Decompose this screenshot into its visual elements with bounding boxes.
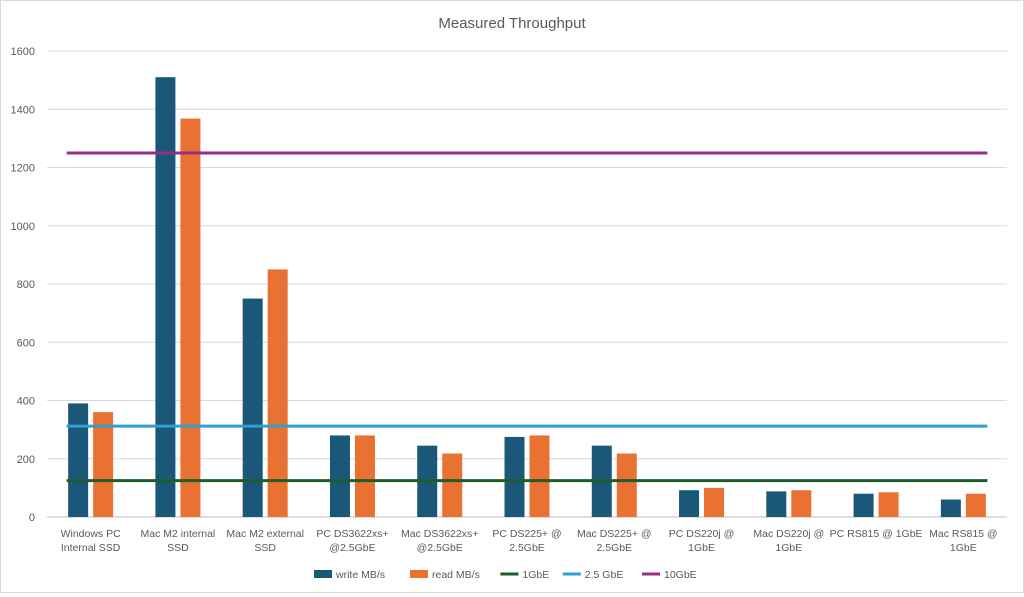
bar-read-mb-s	[791, 490, 812, 517]
chart-title: Measured Throughput	[438, 15, 586, 32]
y-tick-label: 1000	[11, 221, 35, 233]
x-category-label-line: PC DS225+ @	[492, 528, 561, 540]
x-category-label: PC DS225+ @ 2.5GbE	[492, 528, 561, 554]
bars	[68, 77, 986, 518]
x-category-label-line: PC DS3622xs+	[316, 528, 388, 540]
x-category-label: Mac DS225+ @ 2.5GbE	[577, 528, 652, 554]
bar-read-mb-s	[442, 453, 463, 517]
bar-write-mb-s	[155, 77, 176, 518]
x-category-label: Mac M2 external SSD	[226, 528, 304, 554]
axes: 0 200 400 600 800 1000 1200 1400 1600 Windows PC I…	[11, 46, 998, 554]
bar-read-mb-s	[878, 492, 899, 517]
legend-item[interactable]: 1GbE	[500, 569, 549, 581]
x-category-label-line: Mac M2 external	[226, 528, 304, 540]
bar-read-mb-s	[704, 487, 725, 517]
y-tick-label: 0	[29, 512, 35, 524]
legend-swatch	[314, 570, 332, 578]
legend-label: write MB/s	[335, 569, 385, 581]
x-category-label-line: Mac RS815 @	[929, 528, 997, 540]
y-tick-label: 1400	[11, 104, 35, 116]
x-category-label-line: 2.5GbE	[596, 542, 632, 554]
x-category-label: Windows PC Internal SSD	[61, 528, 122, 554]
x-category-label-line: SSD	[167, 542, 189, 554]
y-tick-label: 1200	[11, 163, 35, 175]
legend-item[interactable]: read MB/s	[410, 569, 480, 581]
bar-read-mb-s	[965, 493, 986, 517]
x-category-label: Mac DS220j @ 1GbE	[753, 528, 824, 554]
bar-read-mb-s	[93, 412, 114, 517]
legend-label: read MB/s	[432, 569, 480, 581]
x-category-label-line: Mac M2 internal	[141, 528, 216, 540]
bar-read-mb-s	[529, 435, 550, 517]
legend[interactable]: write MB/s read MB/s 1GbE 2.5 GbE 10GbE	[314, 569, 697, 581]
legend-swatch	[410, 570, 428, 578]
bar-read-mb-s	[180, 118, 201, 517]
y-tick-label: 600	[17, 337, 35, 349]
x-category-label-line: @2.5GbE	[417, 542, 463, 554]
x-category-label-line: Mac DS225+ @	[577, 528, 652, 540]
grid-lines	[47, 50, 1007, 518]
x-category-label: PC RS815 @ 1GbE	[830, 528, 923, 540]
bar-read-mb-s	[267, 269, 288, 517]
x-category-label-line: 2.5GbE	[509, 542, 545, 554]
x-category-label-line: @2.5GbE	[329, 542, 375, 554]
legend-item[interactable]: 2.5 GbE	[562, 569, 624, 581]
legend-label: 2.5 GbE	[585, 569, 624, 581]
x-category-label-line: PC DS220j @	[669, 528, 735, 540]
bar-write-mb-s	[68, 403, 89, 517]
bar-write-mb-s	[679, 490, 700, 517]
x-category-label: Mac DS3622xs+ @2.5GbE	[401, 528, 478, 554]
y-tick-label: 200	[17, 454, 35, 466]
x-category-label: Mac M2 internal SSD	[141, 528, 216, 554]
x-category-label-line: 1GbE	[688, 542, 715, 554]
y-tick-label: 800	[17, 279, 35, 291]
reference-lines	[66, 151, 988, 483]
legend-item[interactable]: 10GbE	[642, 569, 697, 581]
bar-read-mb-s	[616, 453, 637, 517]
bar-write-mb-s	[242, 298, 263, 517]
y-tick-label: 1600	[11, 46, 35, 58]
x-category-label-line: Internal SSD	[61, 542, 121, 554]
x-category-label: Mac RS815 @ 1GbE	[929, 528, 997, 554]
x-category-label-line: PC RS815 @ 1GbE	[830, 528, 923, 540]
x-category-label-line: Mac DS220j @	[753, 528, 824, 540]
x-category-label-line: SSD	[254, 542, 276, 554]
y-tick-label: 400	[17, 396, 35, 408]
bar-write-mb-s	[504, 436, 525, 517]
x-category-label-line: Mac DS3622xs+	[401, 528, 478, 540]
bar-write-mb-s	[329, 435, 350, 517]
bar-write-mb-s	[853, 493, 874, 517]
bar-write-mb-s	[940, 499, 961, 517]
legend-label: 10GbE	[664, 569, 697, 581]
legend-item[interactable]: write MB/s	[314, 569, 385, 581]
x-category-label-line: 1GbE	[950, 542, 977, 554]
legend-label: 1GbE	[522, 569, 549, 581]
bar-read-mb-s	[354, 435, 375, 517]
x-category-label: PC DS220j @ 1GbE	[669, 528, 735, 554]
bar-write-mb-s	[766, 491, 787, 517]
x-category-label: PC DS3622xs+ @2.5GbE	[316, 528, 388, 554]
x-category-label-line: 1GbE	[775, 542, 802, 554]
x-category-label-line: Windows PC	[61, 528, 122, 540]
